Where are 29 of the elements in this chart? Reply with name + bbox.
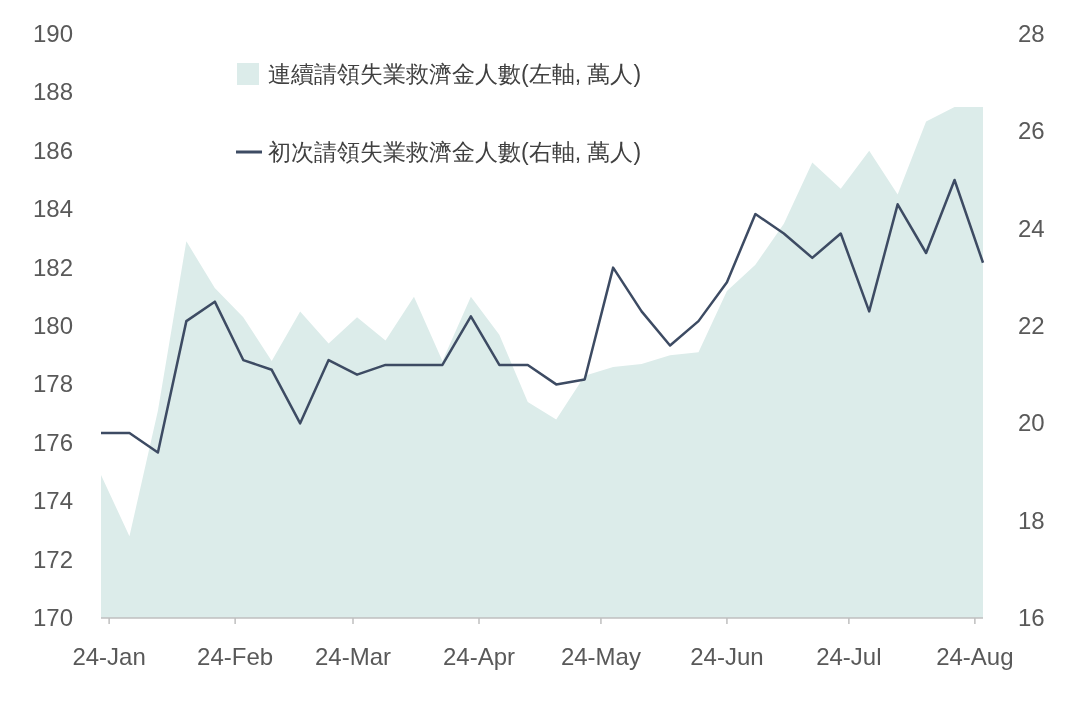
x-tick-label: 24-May — [560, 643, 641, 670]
y-tick-label: 180 — [32, 312, 73, 339]
y-tick-label: 190 — [32, 20, 73, 47]
y2-tick-label: 20 — [1018, 409, 1045, 437]
y-tick-label: 178 — [32, 370, 73, 398]
x-tick-label: 24-Feb — [197, 643, 274, 670]
x-tick-label: 24-Jul — [816, 643, 882, 670]
y-tick-label: 176 — [32, 428, 73, 456]
y-tick-label: 186 — [32, 136, 73, 164]
y2-tick-label: 24 — [1018, 214, 1045, 242]
y-tick-label: 184 — [32, 195, 73, 223]
y-tick-label: 170 — [32, 604, 73, 631]
x-tick-label: 24-Jan — [72, 643, 146, 670]
y-tick-label: 172 — [32, 545, 73, 573]
y-tick-label: 188 — [32, 78, 73, 106]
x-tick-label: 24-Mar — [314, 643, 392, 670]
legend-label: 初次請領失業救濟金人數(右軸, 萬人) — [268, 139, 642, 165]
x-tick-label: 24-Jun — [690, 643, 764, 670]
y-tick-label: 174 — [32, 487, 73, 515]
y2-tick-label: 28 — [1018, 20, 1045, 47]
x-tick-label: 24-Apr — [442, 643, 516, 670]
y-tick-label: 182 — [32, 253, 73, 281]
y2-tick-label: 22 — [1018, 312, 1045, 339]
legend-label: 連續請領失業救濟金人數(左軸, 萬人) — [268, 61, 642, 87]
y2-tick-label: 16 — [1018, 604, 1045, 631]
y2-tick-label: 18 — [1018, 506, 1045, 534]
x-tick-label: 24-Aug — [936, 643, 1014, 670]
y2-tick-label: 26 — [1018, 117, 1045, 145]
line-series — [99, 178, 985, 454]
